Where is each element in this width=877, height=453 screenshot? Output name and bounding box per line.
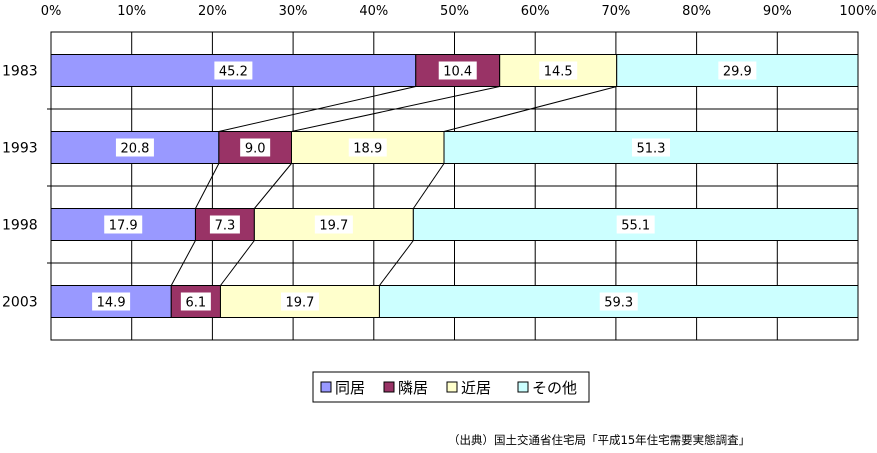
x-tick-label-0: 0%	[41, 4, 62, 19]
legend-label-1: 隣居	[398, 379, 428, 397]
value-label-1983-0: 45.2	[219, 65, 248, 80]
value-label-1998-3: 55.1	[621, 219, 650, 234]
value-label-bg-1998-0	[104, 215, 143, 234]
value-label-bg-1983-0	[214, 61, 253, 80]
bar-2003-0	[50, 285, 172, 318]
bar-2003-1	[170, 285, 221, 318]
value-label-bg-1993-0	[115, 138, 154, 157]
series-line-2-2	[220, 240, 255, 286]
value-label-1983-2: 14.5	[544, 65, 573, 80]
value-label-bg-1998-1	[209, 215, 240, 234]
source-note: （出典）国土交通省住宅局「平成15年住宅需要実態調査」	[448, 433, 751, 447]
series-line-1-3	[412, 163, 445, 209]
value-label-bg-1998-2	[314, 215, 353, 234]
series-line-0-3	[443, 86, 617, 132]
value-label-1983-3: 29.9	[723, 65, 752, 80]
value-label-2003-1: 6.1	[186, 296, 207, 311]
value-label-1993-3: 51.3	[637, 142, 666, 157]
value-label-bg-2003-1	[180, 292, 211, 311]
legend-swatch-1	[383, 381, 395, 393]
value-label-1993-1: 9.0	[245, 142, 266, 157]
legend-swatch-0	[320, 381, 332, 393]
value-label-1998-2: 19.7	[319, 219, 348, 234]
value-label-bg-1993-2	[348, 138, 387, 157]
series-line-1-1	[195, 163, 220, 209]
value-label-bg-2003-3	[599, 292, 638, 311]
series-line-2-3	[379, 240, 414, 286]
value-label-2003-0: 14.9	[97, 296, 126, 311]
value-label-bg-1983-3	[718, 61, 757, 80]
value-label-bg-1983-1	[438, 61, 477, 80]
series-line-2-1	[170, 240, 196, 286]
legend-label-3: その他	[532, 379, 577, 397]
legend-swatch-2	[446, 381, 458, 393]
value-label-1993-2: 18.9	[353, 142, 382, 157]
category-label-1998: 1998	[2, 218, 38, 234]
x-tick-label-7: 70%	[601, 4, 630, 19]
series-line-0-1	[218, 86, 416, 132]
value-label-2003-3: 59.3	[604, 296, 633, 311]
x-tick-label-10: 100%	[839, 4, 876, 19]
category-label-1983: 1983	[2, 64, 38, 80]
legend-swatch-3	[517, 381, 529, 393]
x-tick-label-2: 20%	[198, 4, 227, 19]
value-label-2003-2: 19.7	[285, 296, 314, 311]
value-label-bg-1983-2	[539, 61, 578, 80]
legend-label-2: 近居	[461, 379, 491, 397]
x-tick-label-3: 30%	[279, 4, 308, 19]
x-tick-label-9: 90%	[763, 4, 792, 19]
value-label-1998-0: 17.9	[109, 219, 138, 234]
value-label-bg-1993-1	[240, 138, 271, 157]
value-label-1998-1: 7.3	[215, 219, 236, 234]
bar-1993-2	[290, 131, 445, 164]
x-tick-label-5: 50%	[440, 4, 469, 19]
x-tick-label-1: 10%	[117, 4, 146, 19]
value-label-1983-1: 10.4	[443, 65, 472, 80]
value-label-bg-1998-3	[616, 215, 655, 234]
category-label-2003: 2003	[2, 295, 38, 311]
legend-label-0: 同居	[335, 379, 365, 397]
x-tick-label-8: 80%	[682, 4, 711, 19]
x-tick-label-6: 60%	[521, 4, 550, 19]
x-tick-label-4: 40%	[359, 4, 388, 19]
series-line-1-2	[253, 163, 292, 209]
value-label-bg-2003-0	[92, 292, 131, 311]
value-label-1993-0: 20.8	[120, 142, 149, 157]
value-label-bg-1993-3	[632, 138, 671, 157]
value-label-bg-2003-2	[280, 292, 319, 311]
category-label-1993: 1993	[2, 141, 38, 157]
series-line-0-2	[291, 86, 500, 132]
